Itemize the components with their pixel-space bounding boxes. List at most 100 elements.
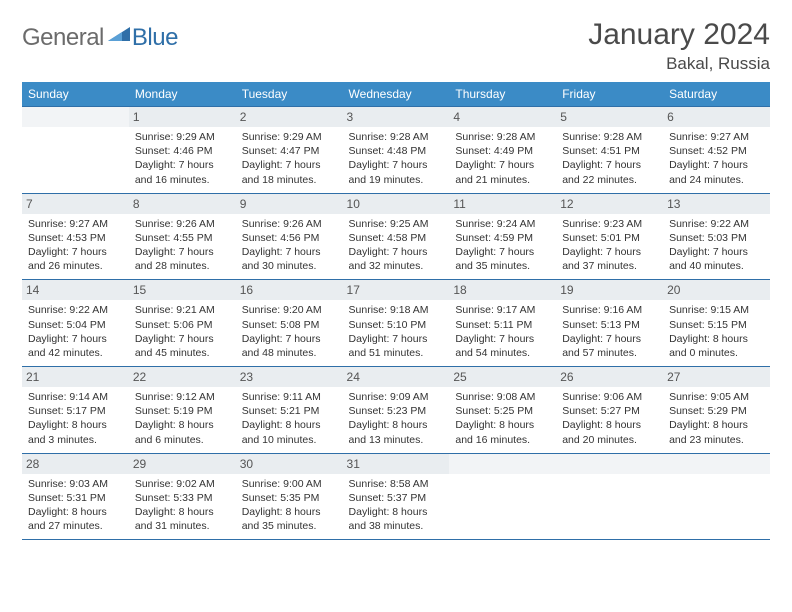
daylight-line: Daylight: 7 hours and 22 minutes.: [562, 158, 657, 186]
day-content: Sunrise: 9:06 AMSunset: 5:27 PMDaylight:…: [562, 390, 657, 447]
day-content: Sunrise: 9:26 AMSunset: 4:55 PMDaylight:…: [135, 217, 230, 274]
calendar-cell: 28Sunrise: 9:03 AMSunset: 5:31 PMDayligh…: [22, 453, 129, 540]
calendar-cell: 19Sunrise: 9:16 AMSunset: 5:13 PMDayligh…: [556, 280, 663, 367]
day-content: Sunrise: 9:16 AMSunset: 5:13 PMDaylight:…: [562, 303, 657, 360]
calendar-row: 7Sunrise: 9:27 AMSunset: 4:53 PMDaylight…: [22, 193, 770, 280]
calendar-cell: 29Sunrise: 9:02 AMSunset: 5:33 PMDayligh…: [129, 453, 236, 540]
calendar-cell: [663, 453, 770, 540]
sunrise-line: Sunrise: 9:00 AM: [242, 477, 337, 491]
sunset-line: Sunset: 5:37 PM: [349, 491, 444, 505]
day-number: 9: [236, 194, 343, 214]
daylight-line: Daylight: 8 hours and 16 minutes.: [455, 418, 550, 446]
calendar-cell: 10Sunrise: 9:25 AMSunset: 4:58 PMDayligh…: [343, 193, 450, 280]
day-number: 5: [556, 107, 663, 127]
sunrise-line: Sunrise: 9:16 AM: [562, 303, 657, 317]
daylight-line: Daylight: 7 hours and 16 minutes.: [135, 158, 230, 186]
sunrise-line: Sunrise: 9:17 AM: [455, 303, 550, 317]
calendar-cell: [449, 453, 556, 540]
day-number-empty: [556, 454, 663, 474]
page-title: January 2024: [588, 18, 770, 52]
calendar-cell: 15 Sunrise: 9:21 AMSunset: 5:06 PMDayligh…: [129, 280, 236, 367]
daylight-line: Daylight: 8 hours and 27 minutes.: [28, 505, 123, 533]
sunset-line: Sunset: 5:31 PM: [28, 491, 123, 505]
sunrise-line: Sunrise: 9:27 AM: [669, 130, 764, 144]
sunrise-line: Sunrise: 9:06 AM: [562, 390, 657, 404]
daylight-line: Daylight: 7 hours and 24 minutes.: [669, 158, 764, 186]
daylight-line: Daylight: 8 hours and 0 minutes.: [669, 332, 764, 360]
day-content: Sunrise: 8:58 AMSunset: 5:37 PMDaylight:…: [349, 477, 444, 534]
sunrise-line: Sunrise: 9:26 AM: [135, 217, 230, 231]
day-content: Sunrise: 9:25 AMSunset: 4:58 PMDaylight:…: [349, 217, 444, 274]
sunset-line: Sunset: 5:17 PM: [28, 404, 123, 418]
day-number: 1: [129, 107, 236, 127]
sunset-line: Sunset: 4:48 PM: [349, 144, 444, 158]
day-number: 15: [129, 280, 236, 300]
calendar-cell: 31Sunrise: 8:58 AMSunset: 5:37 PMDayligh…: [343, 453, 450, 540]
sunrise-line: Sunrise: 9:24 AM: [455, 217, 550, 231]
day-number-empty: [663, 454, 770, 474]
daylight-line: Daylight: 7 hours and 37 minutes.: [562, 245, 657, 273]
calendar-cell: [556, 453, 663, 540]
weekday-header: Tuesday: [236, 82, 343, 107]
sunrise-line: Sunrise: 9:22 AM: [28, 303, 123, 317]
sunrise-line: Sunrise: 9:22 AM: [669, 217, 764, 231]
sunset-line: Sunset: 5:15 PM: [669, 318, 764, 332]
sunset-line: Sunset: 5:25 PM: [455, 404, 550, 418]
sunrise-line: Sunrise: 9:02 AM: [135, 477, 230, 491]
calendar-cell: 14Sunrise: 9:22 AMSunset: 5:04 PMDayligh…: [22, 280, 129, 367]
calendar-cell: 30Sunrise: 9:00 AMSunset: 5:35 PMDayligh…: [236, 453, 343, 540]
sunset-line: Sunset: 5:10 PM: [349, 318, 444, 332]
day-content: Sunrise: 9:21 AMSunset: 5:06 PMDaylight:…: [135, 303, 230, 360]
logo-triangle-icon: [108, 23, 130, 46]
daylight-line: Daylight: 8 hours and 31 minutes.: [135, 505, 230, 533]
sunset-line: Sunset: 5:08 PM: [242, 318, 337, 332]
sunset-line: Sunset: 4:49 PM: [455, 144, 550, 158]
day-number: 28: [22, 454, 129, 474]
day-content: Sunrise: 9:09 AMSunset: 5:23 PMDaylight:…: [349, 390, 444, 447]
weekday-header: Saturday: [663, 82, 770, 107]
day-number-empty: [22, 107, 129, 127]
calendar-cell: 21Sunrise: 9:14 AMSunset: 5:17 PMDayligh…: [22, 367, 129, 454]
day-content: Sunrise: 9:24 AMSunset: 4:59 PMDaylight:…: [455, 217, 550, 274]
day-number: 25: [449, 367, 556, 387]
day-content: Sunrise: 9:22 AMSunset: 5:04 PMDaylight:…: [28, 303, 123, 360]
calendar-cell: 8Sunrise: 9:26 AMSunset: 4:55 PMDaylight…: [129, 193, 236, 280]
calendar-cell: 13Sunrise: 9:22 AMSunset: 5:03 PMDayligh…: [663, 193, 770, 280]
day-content: Sunrise: 9:12 AMSunset: 5:19 PMDaylight:…: [135, 390, 230, 447]
day-number-empty: [449, 454, 556, 474]
sunrise-line: Sunrise: 9:12 AM: [135, 390, 230, 404]
day-number: 6: [663, 107, 770, 127]
sunrise-line: Sunrise: 9:29 AM: [135, 130, 230, 144]
calendar-cell: 2 Sunrise: 9:29 AMSunset: 4:47 PMDaylight…: [236, 107, 343, 194]
day-content: Sunrise: 9:29 AMSunset: 4:47 PMDaylight:…: [242, 130, 337, 187]
sunrise-line: Sunrise: 9:08 AM: [455, 390, 550, 404]
calendar-cell: 26Sunrise: 9:06 AMSunset: 5:27 PMDayligh…: [556, 367, 663, 454]
sunrise-line: Sunrise: 9:28 AM: [562, 130, 657, 144]
sunset-line: Sunset: 4:56 PM: [242, 231, 337, 245]
sunrise-line: Sunrise: 9:21 AM: [135, 303, 230, 317]
weekday-header: Friday: [556, 82, 663, 107]
location-label: Bakal, Russia: [588, 54, 770, 74]
calendar-cell: 3Sunrise: 9:28 AMSunset: 4:48 PMDaylight…: [343, 107, 450, 194]
daylight-line: Daylight: 8 hours and 10 minutes.: [242, 418, 337, 446]
calendar-cell: 20Sunrise: 9:15 AMSunset: 5:15 PMDayligh…: [663, 280, 770, 367]
logo-text-blue: Blue: [132, 24, 178, 52]
calendar-cell: 11Sunrise: 9:24 AMSunset: 4:59 PMDayligh…: [449, 193, 556, 280]
day-number: 2: [236, 107, 343, 127]
sunrise-line: Sunrise: 9:28 AM: [455, 130, 550, 144]
weekday-header: Sunday: [22, 82, 129, 107]
sunset-line: Sunset: 4:47 PM: [242, 144, 337, 158]
day-content: Sunrise: 9:28 AMSunset: 4:51 PMDaylight:…: [562, 130, 657, 187]
sunset-line: Sunset: 5:35 PM: [242, 491, 337, 505]
sunrise-line: Sunrise: 9:23 AM: [562, 217, 657, 231]
calendar-cell: 16Sunrise: 9:20 AMSunset: 5:08 PMDayligh…: [236, 280, 343, 367]
day-content: Sunrise: 9:23 AMSunset: 5:01 PMDaylight:…: [562, 217, 657, 274]
calendar-row: 21Sunrise: 9:14 AMSunset: 5:17 PMDayligh…: [22, 367, 770, 454]
daylight-line: Daylight: 7 hours and 42 minutes.: [28, 332, 123, 360]
calendar-cell: 12Sunrise: 9:23 AMSunset: 5:01 PMDayligh…: [556, 193, 663, 280]
day-number: 20: [663, 280, 770, 300]
sunset-line: Sunset: 4:58 PM: [349, 231, 444, 245]
day-number: 30: [236, 454, 343, 474]
weekday-header: Monday: [129, 82, 236, 107]
day-number: 27: [663, 367, 770, 387]
